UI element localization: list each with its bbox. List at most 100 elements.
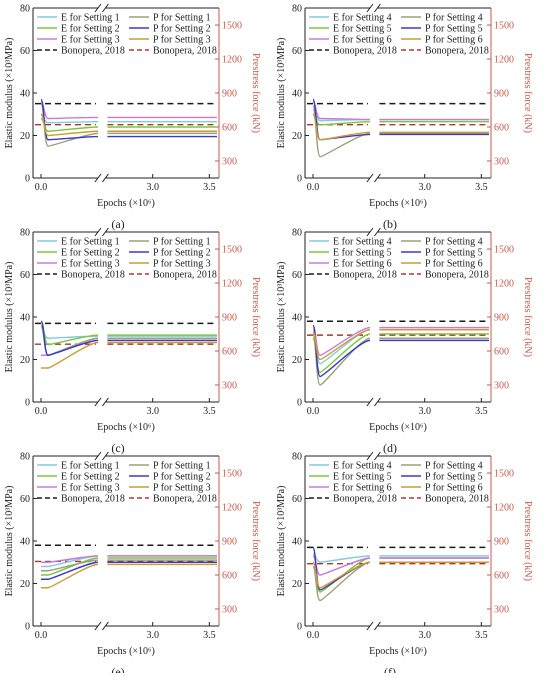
y-left-tick-label: 60	[292, 494, 302, 505]
axis-break-mark	[94, 173, 102, 183]
y-left-tick-label: 80	[20, 4, 30, 15]
y-right-tick-label: 1500	[494, 245, 514, 256]
y-right-axis-label: Prestress force (kN)	[522, 53, 533, 133]
axis-break-mark	[373, 227, 381, 237]
x-tick-label: 3.0	[146, 630, 159, 641]
y-left-tick-label: 40	[20, 313, 30, 324]
y-left-tick-label: 40	[292, 89, 302, 100]
y-right-axis-label: Prestress force (kN)	[522, 501, 533, 581]
legend-label: Bonopera, 2018	[61, 494, 125, 505]
y-left-tick-label: 20	[20, 131, 30, 142]
y-left-axis-label: Elastic modulus (×10³MPa)	[4, 38, 15, 149]
y-left-axis-label: Elastic modulus (×10³MPa)	[276, 38, 287, 149]
y-right-tick-label: 1500	[222, 245, 242, 256]
x-tick-label: 3.0	[146, 406, 159, 417]
legend-label: Bonopera, 2018	[333, 46, 397, 57]
legend-label: P for Setting 2	[153, 24, 211, 35]
legend-label: E for Setting 2	[61, 472, 120, 483]
chart-panel: 0 20 40 60 80 300 600 900 1200 1500 0.0 3.0 3.5 Epoch…	[276, 228, 533, 456]
legend-label: Bonopera, 2018	[153, 46, 217, 57]
y-left-tick-label: 80	[292, 4, 302, 15]
y-right-axis-label: Prestress force (kN)	[522, 277, 533, 357]
legend-label: E for Setting 1	[61, 461, 120, 472]
legend-label: P for Setting 5	[425, 472, 483, 483]
y-right-tick-label: 900	[494, 89, 509, 100]
y-right-tick-label: 300	[222, 157, 237, 168]
legend-label: P for Setting 6	[425, 35, 483, 46]
axis-break-mark	[373, 3, 381, 13]
x-tick-label: 0.0	[35, 630, 48, 641]
y-right-tick-label: 1500	[494, 469, 514, 480]
y-right-tick-label: 1200	[494, 503, 514, 514]
y-left-tick-label: 80	[20, 228, 30, 239]
y-right-tick-label: 1200	[222, 279, 242, 290]
series-line	[40, 98, 98, 141]
axis-break-mark	[94, 621, 102, 631]
x-tick-label: 3.5	[203, 630, 216, 641]
legend-label: P for Setting 1	[153, 13, 211, 24]
y-right-tick-label: 900	[222, 537, 237, 548]
y-left-tick-label: 0	[25, 174, 30, 185]
x-tick-label: 3.5	[475, 406, 488, 417]
series-line	[40, 320, 98, 346]
axis-break-mark	[102, 451, 109, 461]
y-left-tick-label: 0	[297, 174, 302, 185]
axis-break-mark	[102, 621, 109, 631]
panel-label: (e)	[111, 665, 124, 673]
y-left-tick-label: 60	[20, 46, 30, 57]
legend-label: E for Setting 5	[333, 248, 392, 259]
x-axis-label: Epochs (×10⁶)	[369, 422, 427, 433]
chart-panel: 0 20 40 60 80 300 600 900 1200 1500 0.0 3.0 3.5 Epoch…	[4, 4, 261, 232]
legend-label: P for Setting 3	[153, 35, 211, 46]
legend-label: E for Setting 4	[333, 461, 392, 472]
legend-label: E for Setting 1	[61, 13, 120, 24]
axis-break-mark	[94, 397, 102, 407]
series-line	[312, 324, 371, 356]
axis-break-mark	[366, 621, 374, 631]
x-tick-label: 3.5	[203, 406, 216, 417]
y-left-axis-label: Elastic modulus (×10³MPa)	[276, 262, 287, 373]
x-tick-label: 3.0	[418, 406, 431, 417]
x-axis-label: Epochs (×10⁶)	[97, 646, 155, 657]
legend-label: E for Setting 3	[61, 483, 120, 494]
legend-label: P for Setting 2	[153, 472, 211, 483]
legend-label: Bonopera, 2018	[333, 494, 397, 505]
legend-label: E for Setting 3	[61, 259, 120, 270]
legend-label: P for Setting 6	[425, 259, 483, 270]
legend-label: E for Setting 6	[333, 483, 392, 494]
legend-label: E for Setting 2	[61, 248, 120, 259]
y-right-tick-label: 1200	[222, 55, 242, 66]
axis-break-mark	[102, 227, 109, 237]
legend-label: Bonopera, 2018	[61, 46, 125, 57]
chart-panel: 0 20 40 60 80 300 600 900 1200 1500 0.0 3.0 3.5 Epoch…	[4, 228, 261, 456]
y-left-tick-label: 40	[292, 537, 302, 548]
x-tick-label: 3.5	[475, 630, 488, 641]
y-right-tick-label: 600	[494, 123, 509, 134]
y-right-tick-label: 300	[222, 381, 237, 392]
axis-break-mark	[94, 3, 102, 13]
panel-label: (d)	[383, 441, 397, 455]
panel-label: (b)	[383, 217, 397, 231]
legend-label: P for Setting 3	[153, 483, 211, 494]
legend-label: E for Setting 1	[61, 237, 120, 248]
y-right-axis-label: Prestress force (kN)	[250, 501, 261, 581]
legend-label: P for Setting 4	[425, 461, 483, 472]
x-tick-label: 3.0	[418, 630, 431, 641]
legend-label: P for Setting 5	[425, 24, 483, 35]
series-line	[312, 561, 371, 602]
legend-label: P for Setting 2	[153, 248, 211, 259]
y-right-tick-label: 1500	[494, 21, 514, 32]
series-line	[40, 113, 98, 137]
y-left-tick-label: 0	[297, 398, 302, 409]
axis-break-mark	[94, 227, 102, 237]
x-tick-label: 0.0	[307, 630, 320, 641]
panel-label: (f)	[384, 665, 396, 673]
legend-label: E for Setting 6	[333, 259, 392, 270]
y-left-tick-label: 20	[292, 579, 302, 590]
y-right-tick-label: 900	[222, 89, 237, 100]
legend-label: P for Setting 4	[425, 237, 483, 248]
axis-break-mark	[366, 397, 374, 407]
legend-label: Bonopera, 2018	[153, 494, 217, 505]
series-line	[312, 113, 370, 141]
legend-label: Bonopera, 2018	[425, 46, 489, 57]
